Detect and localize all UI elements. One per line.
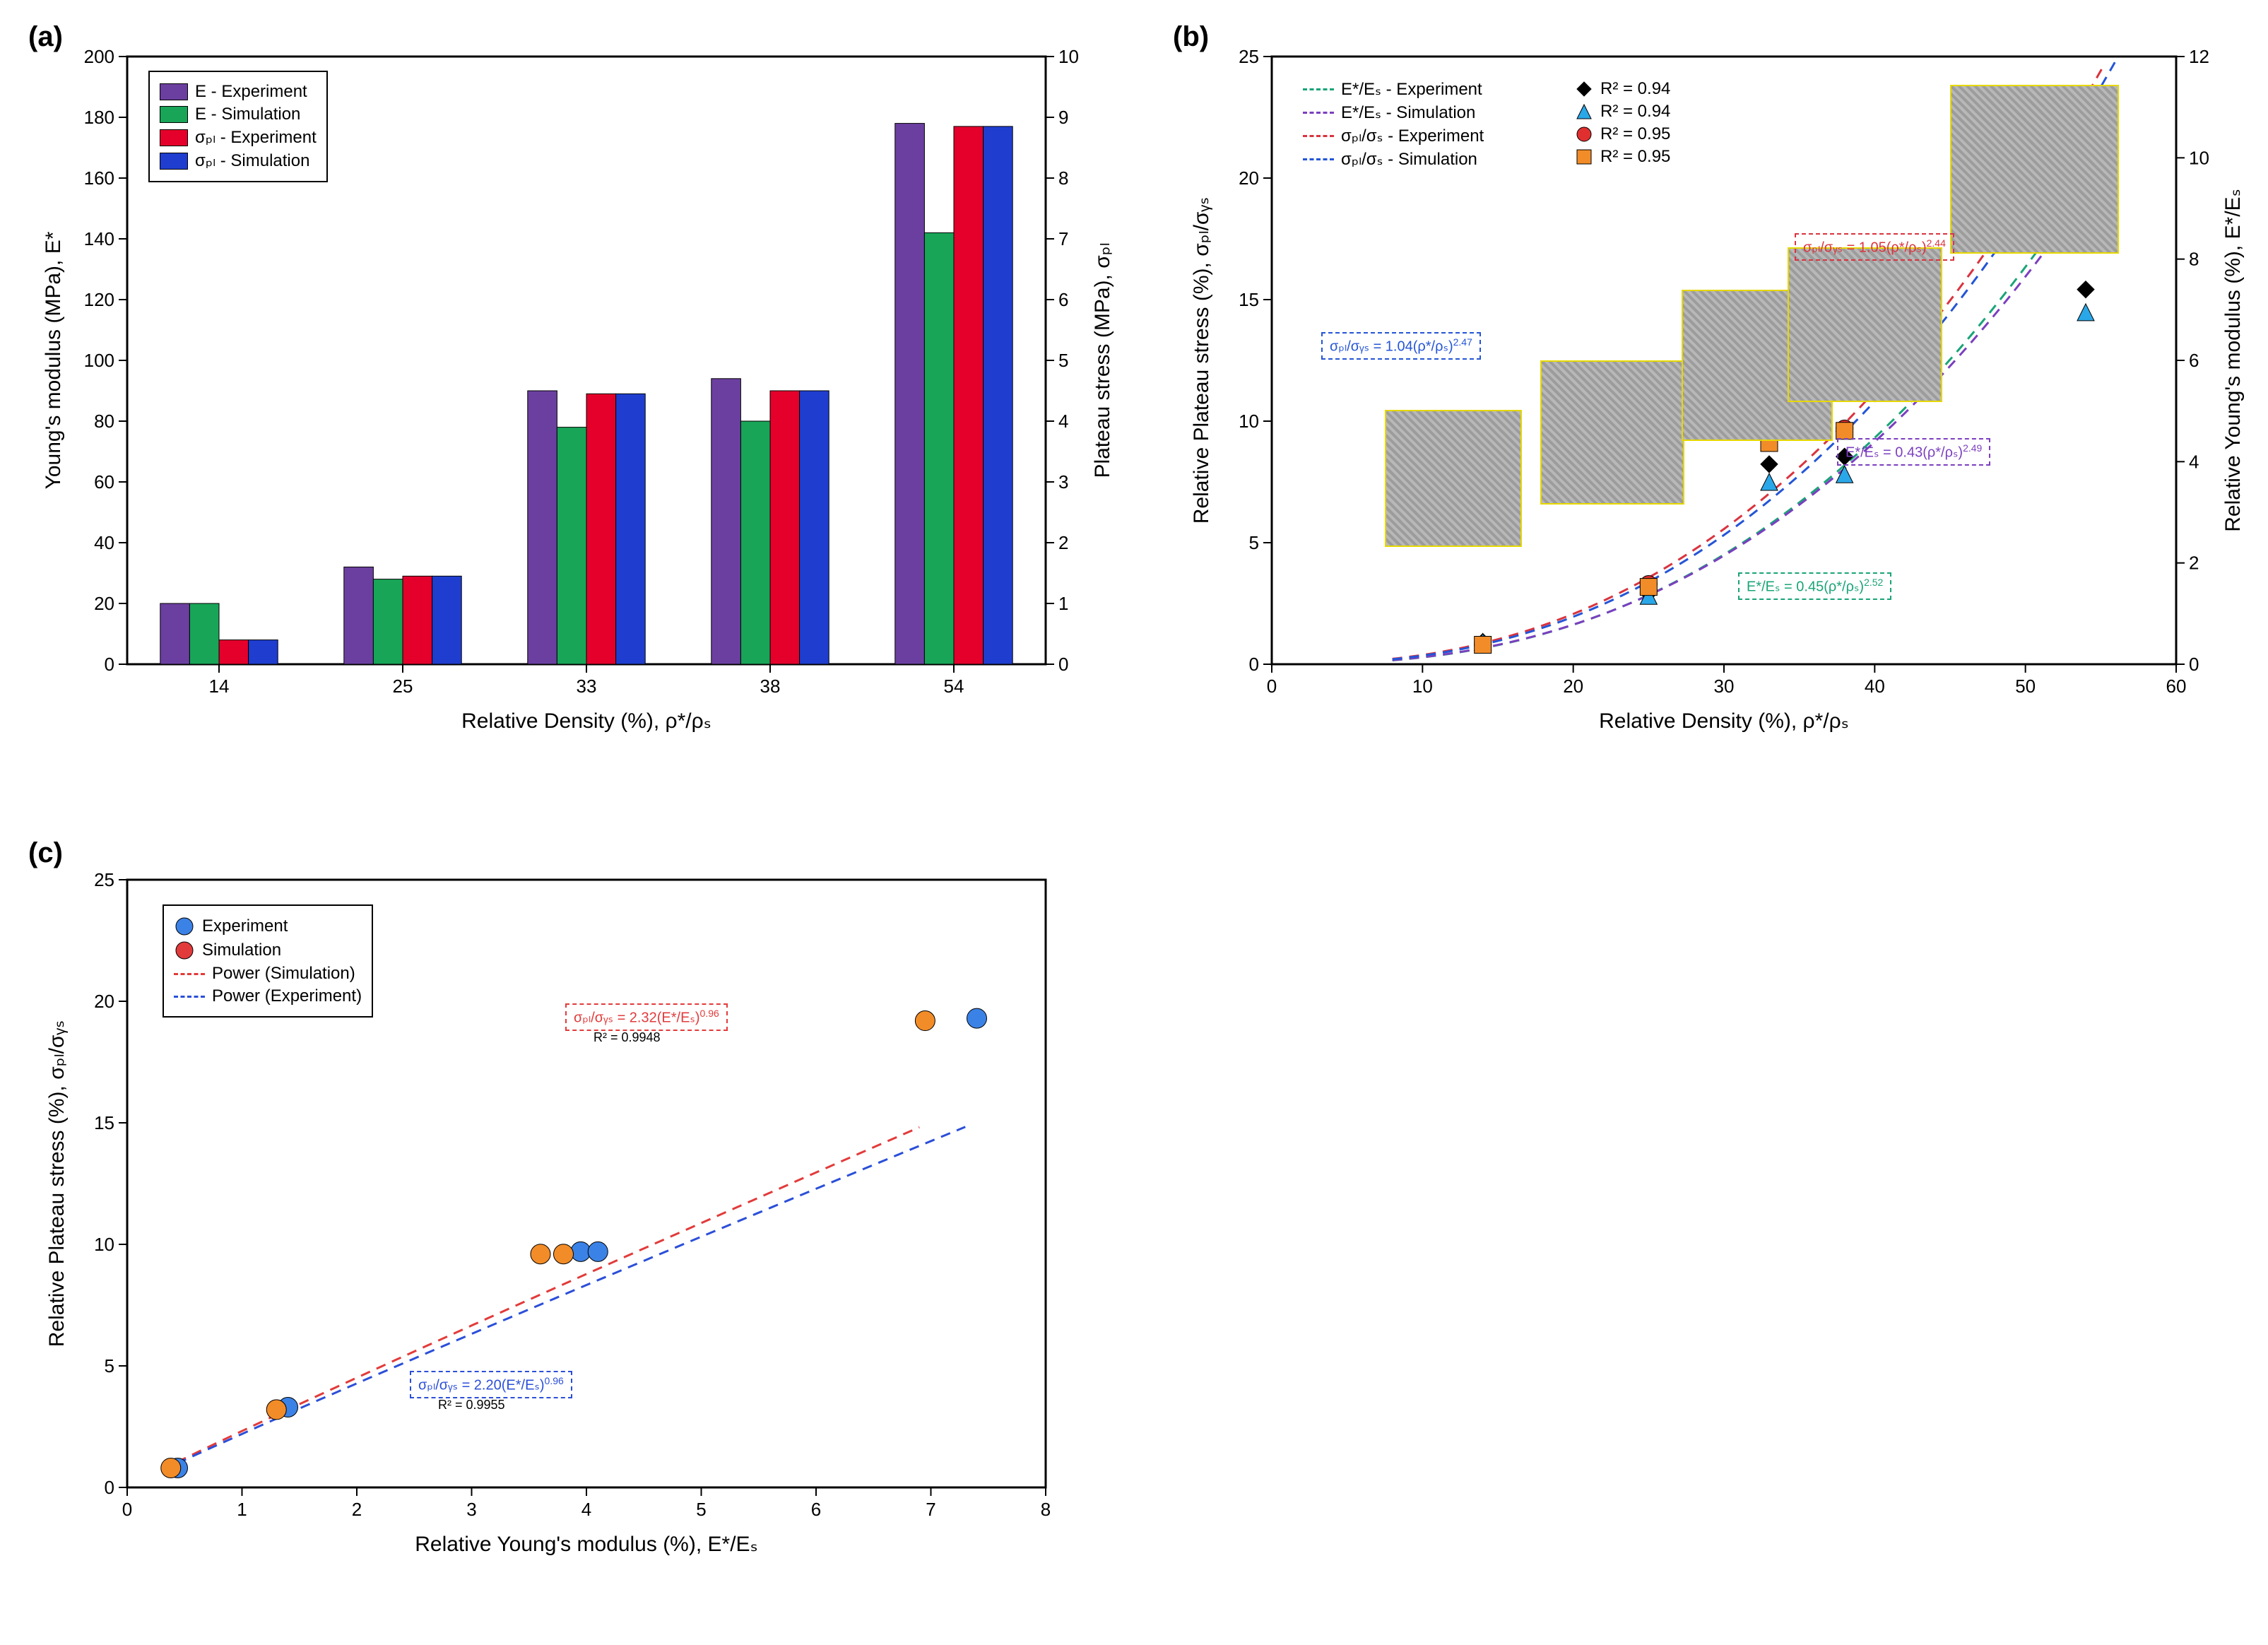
svg-text:4: 4 [2189,451,2199,472]
svg-text:0: 0 [2189,654,2199,675]
svg-text:10: 10 [1239,411,1259,432]
svg-text:5: 5 [1249,532,1259,553]
svg-text:1: 1 [237,1499,247,1520]
svg-text:0: 0 [105,1477,114,1498]
svg-text:25: 25 [94,869,114,890]
svg-text:Relative Density (%), ρ*/ρₛ: Relative Density (%), ρ*/ρₛ [1599,709,1849,733]
svg-text:Relative Young's modulus (%),: Relative Young's modulus (%), E*/Eₛ [2221,189,2245,532]
svg-text:10: 10 [2189,147,2209,168]
chart-c: 0 1 2 3 4 5 6 7 8 0 5 10 15 20 25 Relative Young's modu… [0,0,1145,1645]
svg-text:Relative Plateau stress (%), σ: Relative Plateau stress (%), σₚₗ/σᵧₛ [45,1020,69,1348]
svg-text:15: 15 [94,1112,114,1133]
svg-text:30: 30 [1714,676,1735,697]
svg-text:Relative Young's modulus (%),: Relative Young's modulus (%), E*/Eₛ [415,1533,758,1556]
svg-text:20: 20 [1239,167,1259,189]
chart-b-legend-lines: E*/Eₛ - ExperimentE*/Eₛ - Simulationσₚₗ/… [1293,69,1494,179]
svg-text:2: 2 [2189,553,2199,574]
svg-text:7: 7 [926,1499,935,1520]
chart-b-legend-markers: R² = 0.94R² = 0.94R² = 0.95R² = 0.95 [1565,69,1680,177]
svg-text:Relative Plateau stress (%), σ: Relative Plateau stress (%), σₚₗ/σᵧₛ [1190,197,1213,524]
svg-text:60: 60 [2166,676,2187,697]
svg-text:15: 15 [1239,289,1259,310]
svg-text:40: 40 [1865,676,1885,697]
svg-text:5: 5 [105,1355,114,1376]
svg-text:0: 0 [1249,654,1259,675]
svg-text:8: 8 [2189,249,2199,270]
svg-text:2: 2 [352,1499,362,1520]
svg-text:10: 10 [1412,676,1433,697]
svg-text:8: 8 [1041,1499,1051,1520]
svg-text:3: 3 [466,1499,476,1520]
svg-text:4: 4 [581,1499,591,1520]
svg-text:0: 0 [1267,676,1277,697]
svg-text:0: 0 [122,1499,132,1520]
svg-text:25: 25 [1239,46,1259,67]
svg-text:5: 5 [696,1499,706,1520]
svg-text:50: 50 [2015,676,2036,697]
svg-text:10: 10 [94,1234,114,1255]
svg-text:6: 6 [811,1499,821,1520]
chart-c-legend: ExperimentSimulationPower (Simulation)Po… [163,904,373,1018]
svg-text:20: 20 [1563,676,1583,697]
svg-text:6: 6 [2189,350,2199,371]
svg-text:12: 12 [2189,46,2209,67]
svg-text:20: 20 [94,991,114,1012]
